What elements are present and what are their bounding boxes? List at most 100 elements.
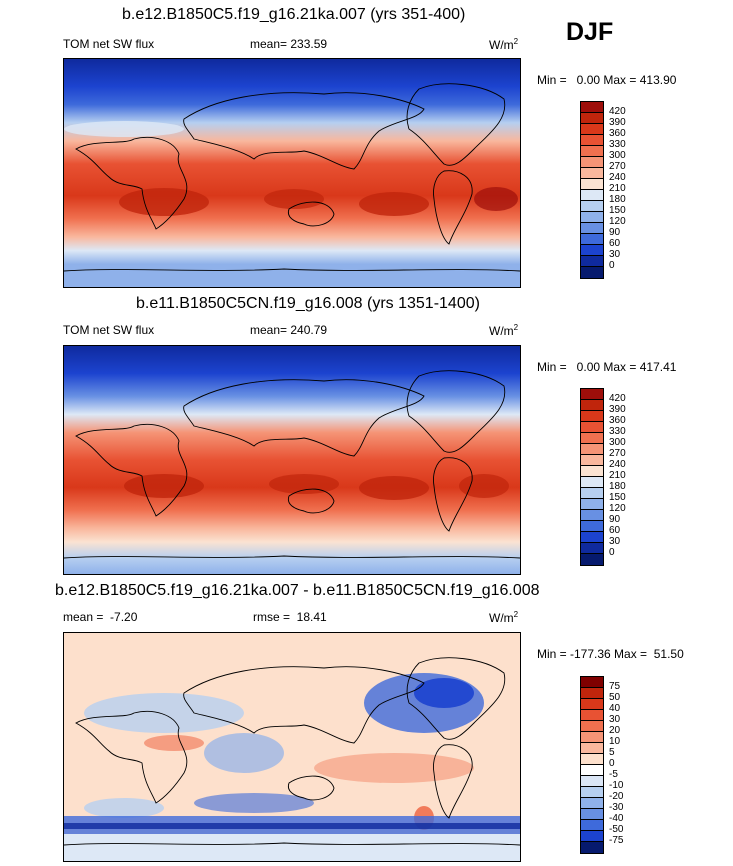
colorbar-swatch (581, 223, 603, 234)
colorbar-swatch (581, 820, 603, 831)
colorbar-swatch (581, 113, 603, 124)
colorbar-tick-label: 0 (609, 260, 615, 271)
colorbar-tick-label: -30 (609, 802, 624, 813)
colorbar-tick-label: 30 (609, 536, 621, 547)
colorbar-swatch (581, 688, 603, 699)
colorbar-tick-label: 390 (609, 404, 626, 415)
colorbar-tick-label: 120 (609, 503, 626, 514)
colorbar-tick-label: 330 (609, 426, 626, 437)
colorbar-swatch (581, 521, 603, 532)
colorbar-tick-label: 0 (609, 758, 615, 769)
panel-2-colorbar (580, 388, 604, 566)
colorbar-swatch (581, 776, 603, 787)
colorbar-swatch (581, 212, 603, 223)
colorbar-tick-label: 210 (609, 470, 626, 481)
colorbar-swatch (581, 179, 603, 190)
colorbar-swatch (581, 543, 603, 554)
colorbar-tick-label: 300 (609, 150, 626, 161)
colorbar-swatch (581, 842, 603, 853)
colorbar-tick-label: 5 (609, 747, 615, 758)
colorbar-tick-label: 75 (609, 681, 621, 692)
colorbar-swatch (581, 256, 603, 267)
colorbar-swatch (581, 400, 603, 411)
colorbar-swatch (581, 677, 603, 688)
panel-1-colorbar (580, 101, 604, 279)
colorbar-swatch (581, 477, 603, 488)
panel-3-map (63, 632, 521, 862)
colorbar-swatch (581, 721, 603, 732)
colorbar-swatch (581, 444, 603, 455)
colorbar-tick-label: 420 (609, 393, 626, 404)
colorbar-swatch (581, 245, 603, 256)
colorbar-swatch (581, 135, 603, 146)
panel-2-title: b.e11.B1850C5CN.f19_g16.008 (yrs 1351-14… (136, 295, 480, 312)
colorbar-swatch (581, 765, 603, 776)
colorbar-tick-label: 30 (609, 249, 621, 260)
colorbar-swatch (581, 466, 603, 477)
panel-1-variable-label: TOM net SW flux (63, 37, 155, 51)
panel-3-units: W/m2 (489, 610, 519, 625)
colorbar-tick-label: 330 (609, 139, 626, 150)
colorbar-tick-label: 390 (609, 117, 626, 128)
colorbar-swatch (581, 146, 603, 157)
colorbar-tick-label: 10 (609, 736, 621, 747)
colorbar-tick-label: 30 (609, 714, 621, 725)
colorbar-tick-label: 50 (609, 692, 621, 703)
colorbar-swatch (581, 267, 603, 278)
panel-1-minmax: Min = 0.00 Max = 413.90 (537, 73, 677, 87)
colorbar-tick-label: 180 (609, 481, 626, 492)
panel-2-units: W/m2 (489, 323, 519, 338)
colorbar-tick-label: 210 (609, 183, 626, 194)
panel-1-units: W/m2 (489, 37, 519, 52)
colorbar-tick-label: 60 (609, 525, 621, 536)
colorbar-tick-label: 60 (609, 238, 621, 249)
colorbar-swatch (581, 422, 603, 433)
colorbar-tick-label: 90 (609, 227, 621, 238)
panel-1-map (63, 58, 521, 288)
colorbar-swatch (581, 754, 603, 765)
colorbar-swatch (581, 102, 603, 113)
colorbar-tick-label: 300 (609, 437, 626, 448)
colorbar-swatch (581, 389, 603, 400)
colorbar-swatch (581, 554, 603, 565)
panel-1-title: b.e12.B1850C5.f19_g16.21ka.007 (yrs 351-… (122, 6, 466, 23)
colorbar-swatch (581, 234, 603, 245)
colorbar-swatch (581, 831, 603, 842)
season-label: DJF (566, 18, 614, 46)
colorbar-tick-label: 270 (609, 448, 626, 459)
panel-1-mean: mean= 233.59 (250, 37, 328, 51)
panel-2-minmax: Min = 0.00 Max = 417.41 (537, 360, 677, 374)
panel-3-rmse: rmse = 18.41 (253, 610, 327, 624)
colorbar-tick-label: 240 (609, 459, 626, 470)
colorbar-tick-label: -40 (609, 813, 624, 824)
colorbar-tick-label: -75 (609, 835, 624, 846)
colorbar-swatch (581, 190, 603, 201)
panel-2-mean: mean= 240.79 (250, 323, 328, 337)
colorbar-swatch (581, 124, 603, 135)
panel-3-title: b.e12.B1850C5.f19_g16.21ka.007 - b.e11.B… (55, 582, 540, 599)
colorbar-swatch (581, 201, 603, 212)
colorbar-swatch (581, 743, 603, 754)
colorbar-tick-label: -10 (609, 780, 624, 791)
colorbar-tick-label: 360 (609, 415, 626, 426)
colorbar-tick-label: 0 (609, 547, 615, 558)
colorbar-swatch (581, 168, 603, 179)
panel-3-minmax: Min = -177.36 Max = 51.50 (537, 647, 684, 661)
panel-2-variable-label: TOM net SW flux (63, 323, 155, 337)
colorbar-tick-label: -50 (609, 824, 624, 835)
colorbar-swatch (581, 455, 603, 466)
panel-3-colorbar (580, 676, 604, 854)
colorbar-swatch (581, 510, 603, 521)
colorbar-tick-label: 120 (609, 216, 626, 227)
colorbar-swatch (581, 798, 603, 809)
panel-3-mean: mean = -7.20 (63, 610, 138, 624)
colorbar-tick-label: -20 (609, 791, 624, 802)
colorbar-tick-label: 40 (609, 703, 621, 714)
colorbar-tick-label: 240 (609, 172, 626, 183)
colorbar-tick-label: 20 (609, 725, 621, 736)
colorbar-tick-label: 180 (609, 194, 626, 205)
colorbar-swatch (581, 499, 603, 510)
colorbar-swatch (581, 787, 603, 798)
colorbar-swatch (581, 809, 603, 820)
colorbar-tick-label: 150 (609, 492, 626, 503)
